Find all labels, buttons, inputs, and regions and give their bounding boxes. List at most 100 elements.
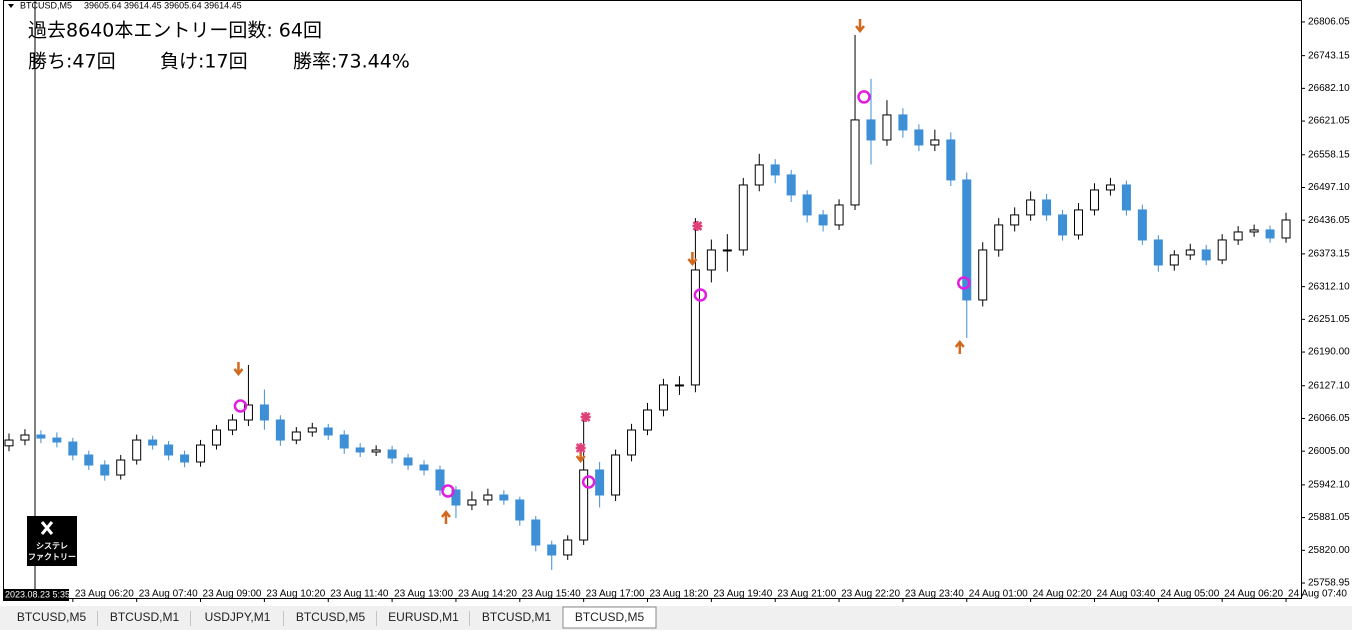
candle-body <box>1185 249 1195 256</box>
x-tick-label: 23 Aug 23:40 <box>905 589 964 600</box>
tab[interactable]: EURUSD,M1 <box>377 609 471 628</box>
candle-body <box>20 434 30 441</box>
sell-arrow <box>233 361 244 376</box>
candle-body <box>579 469 589 541</box>
x-tick-label: 23 Aug 09:00 <box>203 589 262 600</box>
tab-label[interactable]: BTCUSD,M1 <box>482 610 552 624</box>
candle-body <box>882 114 892 141</box>
candle-body <box>1249 229 1259 233</box>
x-tick-label: 23 Aug 06:20 <box>75 589 134 600</box>
tab-label[interactable]: BTCUSD,M1 <box>110 610 180 624</box>
candle-body <box>818 214 828 226</box>
y-tick-label: 26558.15 <box>1308 149 1350 160</box>
candle-body <box>978 249 988 301</box>
x-tick-label: 23 Aug 07:40 <box>139 589 198 600</box>
candle-body <box>1121 184 1131 211</box>
candle-body <box>1233 231 1243 241</box>
exit-marker <box>441 484 455 498</box>
candle-body <box>52 437 62 443</box>
candle-body <box>1137 209 1147 241</box>
y-tick-label: 26682.10 <box>1308 83 1350 94</box>
candle-body <box>866 119 876 141</box>
tab[interactable]: USDJPY,M1 <box>191 609 285 628</box>
crosshair-label: 2023.08.23 5:35 <box>5 589 70 599</box>
y-tick-label: 26312.10 <box>1308 281 1350 292</box>
tab-label[interactable]: BTCUSD,M5 <box>17 610 87 624</box>
candle-body <box>387 449 397 459</box>
x-tick-label: 23 Aug 17:00 <box>586 589 645 600</box>
candle-body <box>563 539 573 556</box>
tab-bg[interactable] <box>470 609 563 628</box>
candle-body <box>738 184 748 251</box>
candle-body <box>116 459 126 476</box>
x-tick-label: 24 Aug 01:00 <box>969 589 1028 600</box>
y-tick-label: 25758.95 <box>1308 578 1350 589</box>
candle-body <box>68 441 78 456</box>
candle-body <box>722 249 732 252</box>
exit-marker <box>693 288 708 302</box>
x-tick-label: 24 Aug 07:40 <box>1288 589 1347 600</box>
exit-marker <box>957 276 971 290</box>
exit-marker <box>233 399 248 413</box>
candle-body <box>962 179 972 301</box>
candle-body <box>36 434 46 439</box>
tab-label[interactable]: EURUSD,M1 <box>388 610 459 624</box>
buy-arrow <box>441 509 451 524</box>
star-marker <box>580 411 591 422</box>
tab-bg[interactable] <box>284 609 377 628</box>
exit-marker <box>581 475 596 489</box>
candle-body <box>1169 254 1179 266</box>
y-tick-label: 26436.05 <box>1308 215 1350 226</box>
tab-label[interactable]: BTCUSD,M5 <box>575 610 645 624</box>
crosshair-label-box <box>3 589 69 601</box>
candle-body <box>84 454 94 466</box>
candle-body <box>100 464 110 476</box>
candle-body <box>674 384 684 387</box>
candle-body <box>164 444 174 456</box>
logo-text: システレ <box>36 542 68 551</box>
candle-body <box>180 454 190 463</box>
tab[interactable]: BTCUSD,M5 <box>5 609 99 628</box>
tab-bg[interactable] <box>377 609 470 628</box>
y-tick-label: 26127.10 <box>1308 380 1350 391</box>
candle-body <box>1074 209 1084 236</box>
x-tick-label: 23 Aug 10:20 <box>266 589 325 600</box>
candle-body <box>531 519 541 546</box>
candle-body <box>914 129 924 146</box>
candle-body <box>499 494 509 501</box>
candle-body <box>259 404 269 421</box>
win-rate: 勝率:73.44% <box>293 51 410 73</box>
wins: 勝ち:47回 <box>28 51 116 73</box>
tab-bg[interactable] <box>5 609 98 628</box>
x-tick-label: 23 Aug 11:40 <box>330 589 389 600</box>
tab[interactable]: BTCUSD,M5 <box>562 606 657 629</box>
candle-body <box>1281 219 1291 239</box>
menu-triangle[interactable] <box>8 4 14 8</box>
candle-body <box>467 499 477 506</box>
logo-icon <box>40 521 54 535</box>
candle-body <box>1201 249 1211 261</box>
tab[interactable]: BTCUSD,M1 <box>98 609 192 628</box>
candle-body <box>483 494 493 501</box>
y-tick-label: 26190.00 <box>1308 347 1350 358</box>
tab-bg[interactable] <box>191 609 284 628</box>
tab-label[interactable]: USDJPY,M1 <box>205 610 271 624</box>
candle-body <box>435 469 445 491</box>
plot-frame <box>3 0 1302 599</box>
candle-body <box>595 469 605 496</box>
tab-label[interactable]: BTCUSD,M5 <box>296 610 366 624</box>
sell-arrow <box>687 251 698 266</box>
star-marker <box>575 442 586 453</box>
candle-body <box>1058 214 1068 236</box>
quote: 39605.64 39614.45 39605.64 39614.45 <box>84 0 242 10</box>
candle-body <box>132 439 142 461</box>
tab-bg[interactable] <box>98 609 191 628</box>
candle-body <box>770 164 780 176</box>
candle-body <box>1042 199 1052 216</box>
tab-bg[interactable] <box>562 606 657 629</box>
tab[interactable]: BTCUSD,M5 <box>284 609 378 628</box>
tab[interactable]: BTCUSD,M1 <box>470 609 564 628</box>
x-tick-label: 23 Aug 13:00 <box>394 589 453 600</box>
